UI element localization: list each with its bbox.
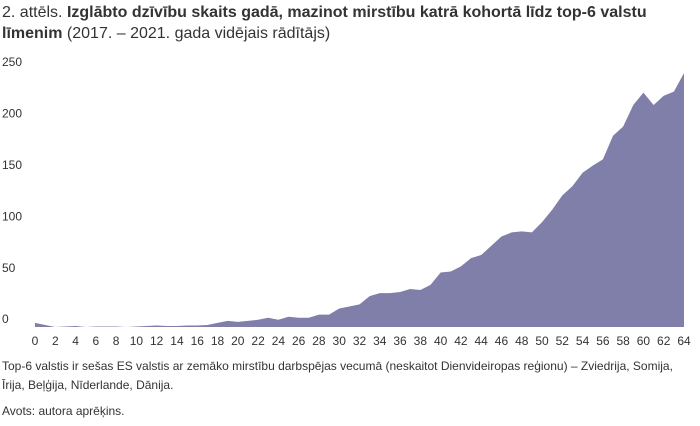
x-tick-label: 42 [454, 334, 468, 348]
x-tick-label: 12 [150, 334, 164, 348]
source: Avots: autora aprēķins. [2, 404, 125, 418]
x-tick-label: 2 [52, 334, 59, 348]
x-tick-label: 32 [353, 334, 367, 348]
x-tick-label: 0 [32, 334, 39, 348]
x-tick-label: 54 [576, 334, 590, 348]
x-tick-label: 46 [495, 334, 509, 348]
chart-title: 2. attēls. Izglābto dzīvību skaits gadā,… [2, 2, 692, 44]
x-tick-label: 52 [556, 334, 570, 348]
x-tick-label: 38 [414, 334, 428, 348]
x-tick-label: 20 [231, 334, 245, 348]
y-tick-label: 100 [2, 209, 22, 223]
x-tick-label: 62 [657, 334, 671, 348]
x-tick-label: 30 [333, 334, 347, 348]
x-tick-label: 60 [637, 334, 651, 348]
title-main: Izglābto dzīvību skaits gadā, mazinot mi… [2, 4, 647, 42]
y-tick-label: 150 [2, 158, 22, 172]
x-tick-label: 34 [373, 334, 387, 348]
x-tick-label: 24 [272, 334, 286, 348]
x-tick-label: 28 [312, 334, 326, 348]
x-tick-label: 14 [170, 334, 184, 348]
x-tick-label: 58 [616, 334, 630, 348]
x-tick-label: 18 [211, 334, 225, 348]
x-tick-label: 22 [251, 334, 265, 348]
x-tick-label: 4 [72, 334, 79, 348]
y-tick-label: 50 [2, 261, 16, 275]
x-tick-label: 8 [113, 334, 120, 348]
x-tick-label: 64 [677, 334, 691, 348]
y-tick-label: 200 [2, 107, 22, 121]
y-tick-label: 0 [2, 312, 9, 326]
title-number: 2. attēls. [2, 4, 63, 21]
x-tick-label: 10 [130, 334, 144, 348]
x-tick-label: 44 [475, 334, 489, 348]
x-tick-label: 26 [292, 334, 306, 348]
x-tick-label: 56 [596, 334, 610, 348]
x-tick-label: 50 [535, 334, 549, 348]
x-tick-label: 36 [393, 334, 407, 348]
subtitle: (2017. – 2021. gada vidējais rādītājs) [66, 25, 331, 42]
x-tick-label: 16 [191, 334, 205, 348]
x-tick-label: 40 [434, 334, 448, 348]
x-tick-label: 6 [93, 334, 100, 348]
area [35, 73, 684, 327]
y-tick-label: 250 [2, 55, 22, 69]
footnote: Top-6 valstis ir sešas ES valstis ar zem… [2, 359, 673, 392]
x-tick-label: 48 [515, 334, 529, 348]
